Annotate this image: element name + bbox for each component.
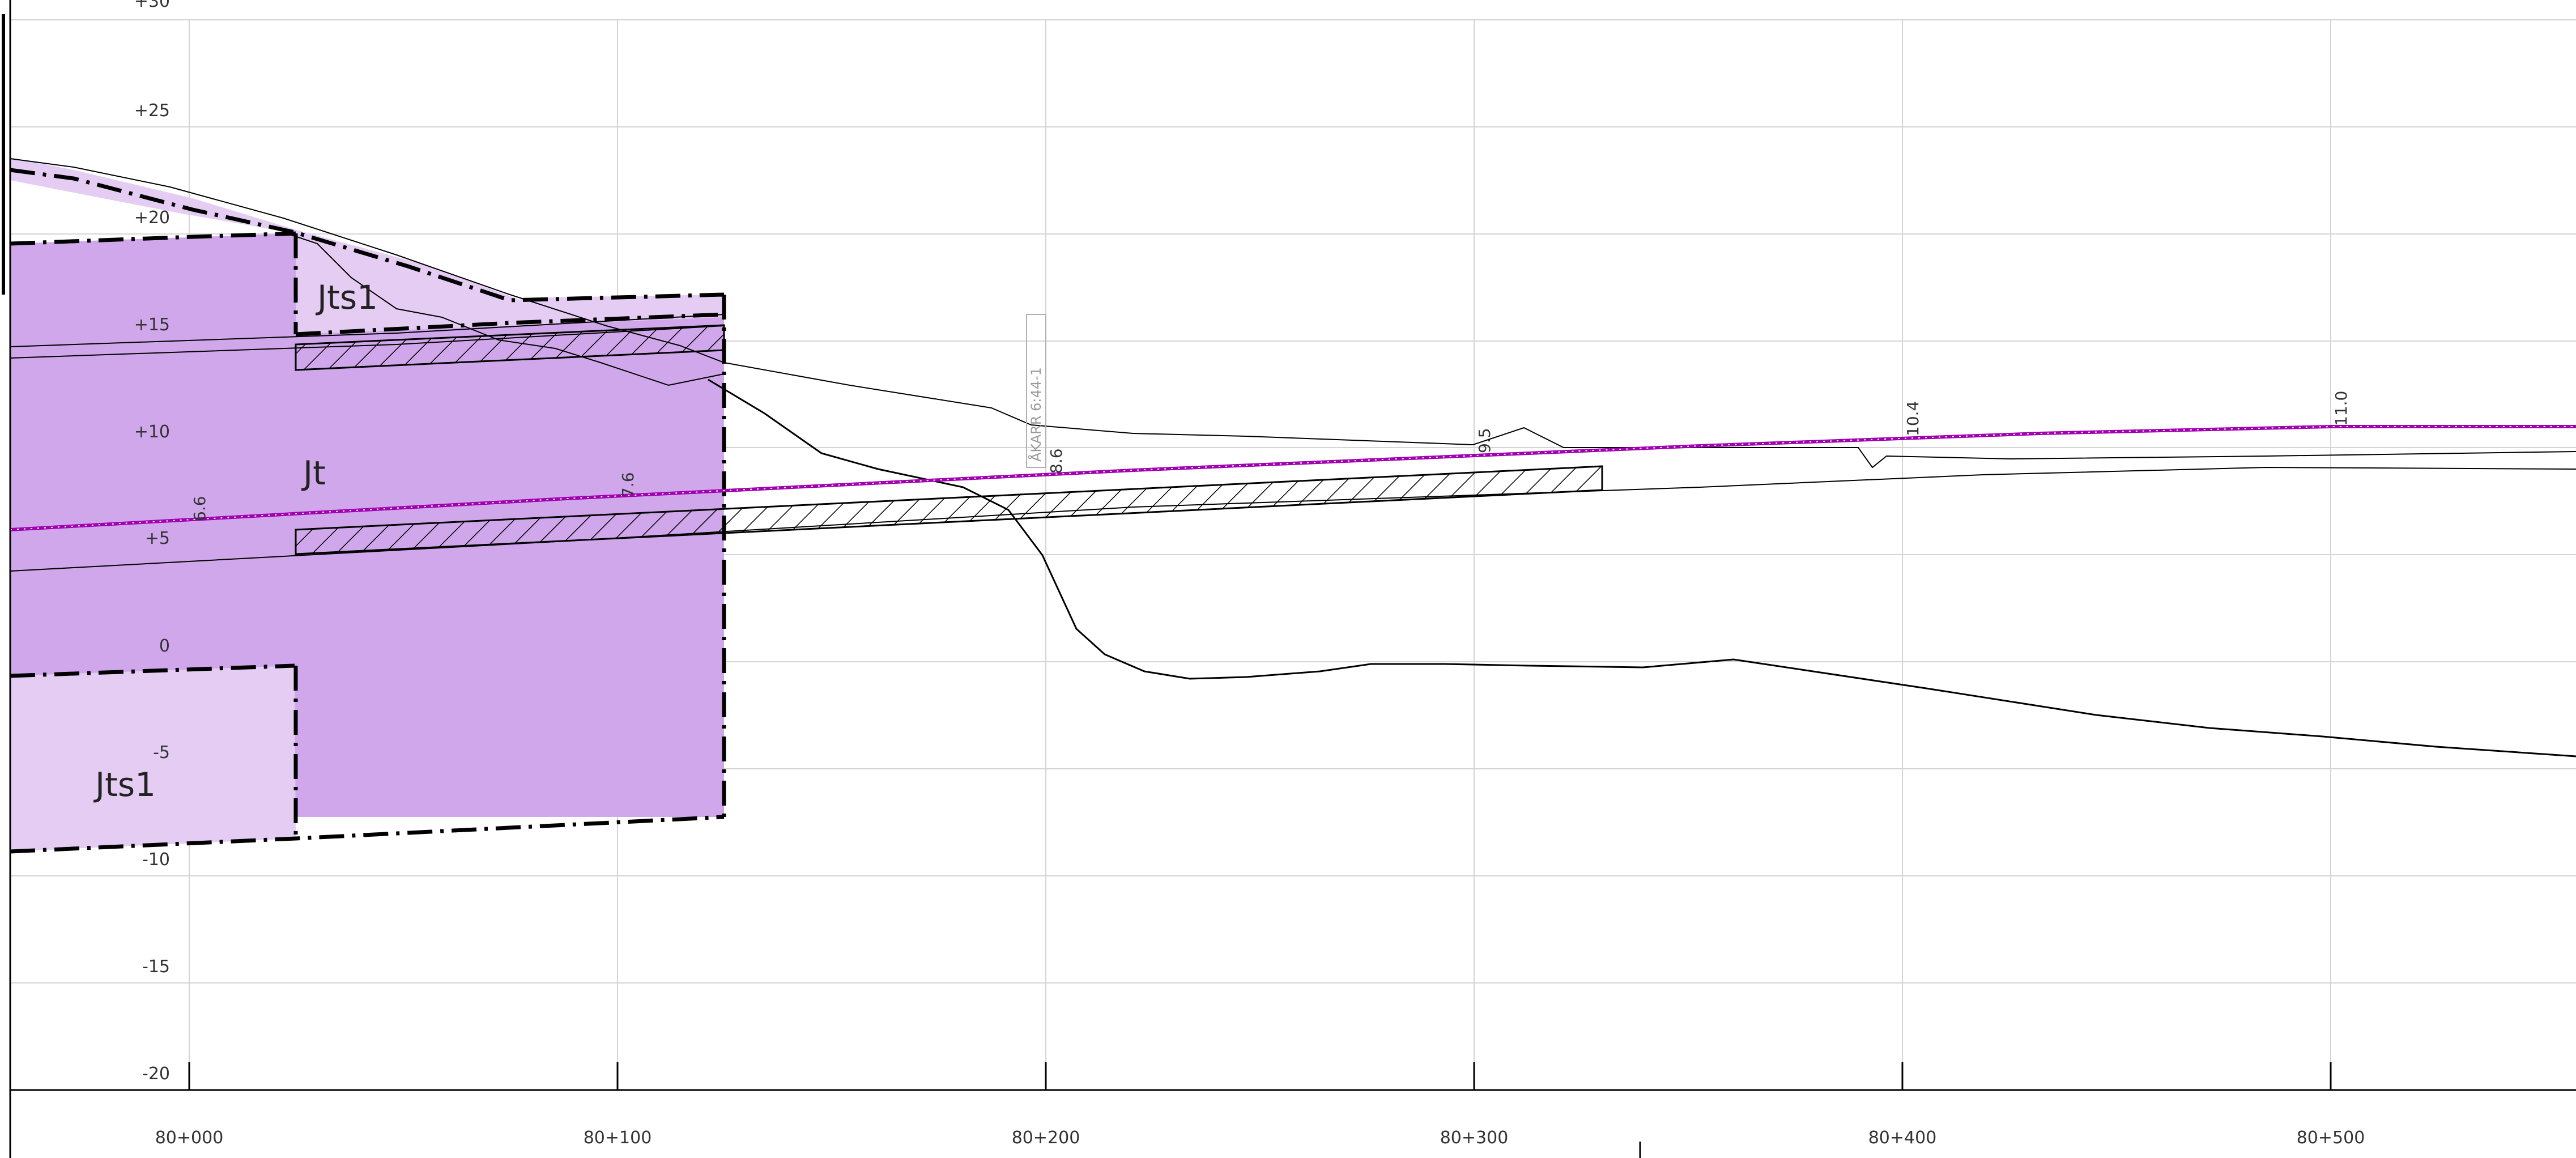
- existing-line-lower: [10, 466, 2576, 572]
- y-tick-label: 0: [159, 636, 170, 656]
- terrain-line: [10, 158, 2576, 469]
- chainage-label: 80+400: [1868, 1128, 1937, 1148]
- y-axis-labels: +30 +25 +20 +15 +10 +5 0 -5 -10 -15 -20: [134, 0, 170, 1084]
- design-elevation-labels: 6.6 7.6 8.6 9.5 10.4 11.0: [190, 391, 2351, 521]
- elevation-label: 7.6: [619, 472, 637, 497]
- chainage-label: 80+000: [155, 1128, 224, 1148]
- y-tick-label: -15: [142, 957, 170, 977]
- chainage-label: 80+200: [1012, 1128, 1080, 1148]
- elevation-label: 10.4: [1904, 401, 1922, 436]
- parallel-line-upper: [10, 314, 725, 347]
- hatched-bar-lower: [295, 465, 1603, 555]
- zone-labels: Jts1 Jt Jts1: [93, 278, 378, 804]
- zone-label-jts1-lower: Jts1: [93, 765, 156, 804]
- boundary-jts1-base: [295, 312, 725, 337]
- chainage-labels: 80+000 80+100 80+200 80+300 80+400 80+50…: [155, 1128, 2365, 1148]
- boundary-upper-slope: [10, 168, 725, 303]
- y-tick-label: -20: [142, 1064, 170, 1084]
- elevation-label: 6.6: [190, 496, 209, 521]
- bedrock-line: [708, 378, 2576, 757]
- zone-boundaries: [10, 168, 726, 854]
- boundary-jt-top: [10, 231, 296, 246]
- soft-zone-jts1-upper: [296, 233, 724, 334]
- soft-zone-jts1-lower: [10, 666, 296, 852]
- zone-label-jt: Jt: [301, 454, 326, 492]
- chainage-label: 80+100: [584, 1128, 652, 1148]
- axes: [9, 0, 2576, 1158]
- y-tick-label: +5: [145, 529, 170, 548]
- y-tick-label: +20: [134, 208, 170, 228]
- property-stamp: ÅKARR 6:44-1: [1026, 314, 1046, 468]
- y-tick-label: +10: [134, 422, 170, 442]
- zone-label-jts1-upper: Jts1: [316, 278, 378, 317]
- boundary-lower-top: [10, 663, 295, 678]
- y-tick-label: +15: [134, 315, 170, 335]
- y-tick-label: -10: [142, 850, 170, 870]
- surface-stub: [283, 232, 725, 386]
- parallel-line-upper-2: [10, 325, 725, 359]
- elevation-label: 9.5: [1475, 428, 1494, 453]
- y-tick-label: +30: [134, 0, 170, 11]
- elevation-label: 8.6: [1047, 448, 1066, 474]
- stamp-text: ÅKARR 6:44-1: [1028, 367, 1044, 462]
- y-tick-label: -5: [153, 743, 170, 763]
- design-grade-line: [10, 425, 2576, 531]
- hatched-structures: [295, 324, 1603, 555]
- hatched-bar-upper: [295, 324, 725, 371]
- chainage-label: 80+500: [2297, 1128, 2365, 1148]
- profile-lines: [10, 158, 2576, 757]
- chainage-label: 80+300: [1440, 1128, 1509, 1148]
- boundary-lower-base: [10, 815, 725, 854]
- elevation-label: 11.0: [2332, 391, 2351, 426]
- y-tick-label: +25: [134, 101, 170, 121]
